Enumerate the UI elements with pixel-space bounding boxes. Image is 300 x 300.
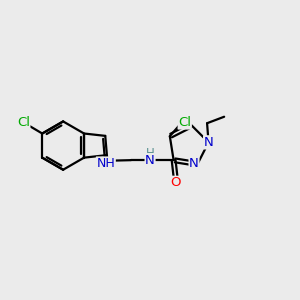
Text: H: H: [146, 147, 154, 160]
Text: N: N: [145, 154, 155, 167]
Text: O: O: [171, 176, 181, 189]
Text: Cl: Cl: [17, 116, 30, 129]
Text: N: N: [189, 158, 199, 170]
Text: Cl: Cl: [178, 116, 191, 129]
Text: N: N: [204, 136, 213, 149]
Text: NH: NH: [97, 157, 115, 170]
